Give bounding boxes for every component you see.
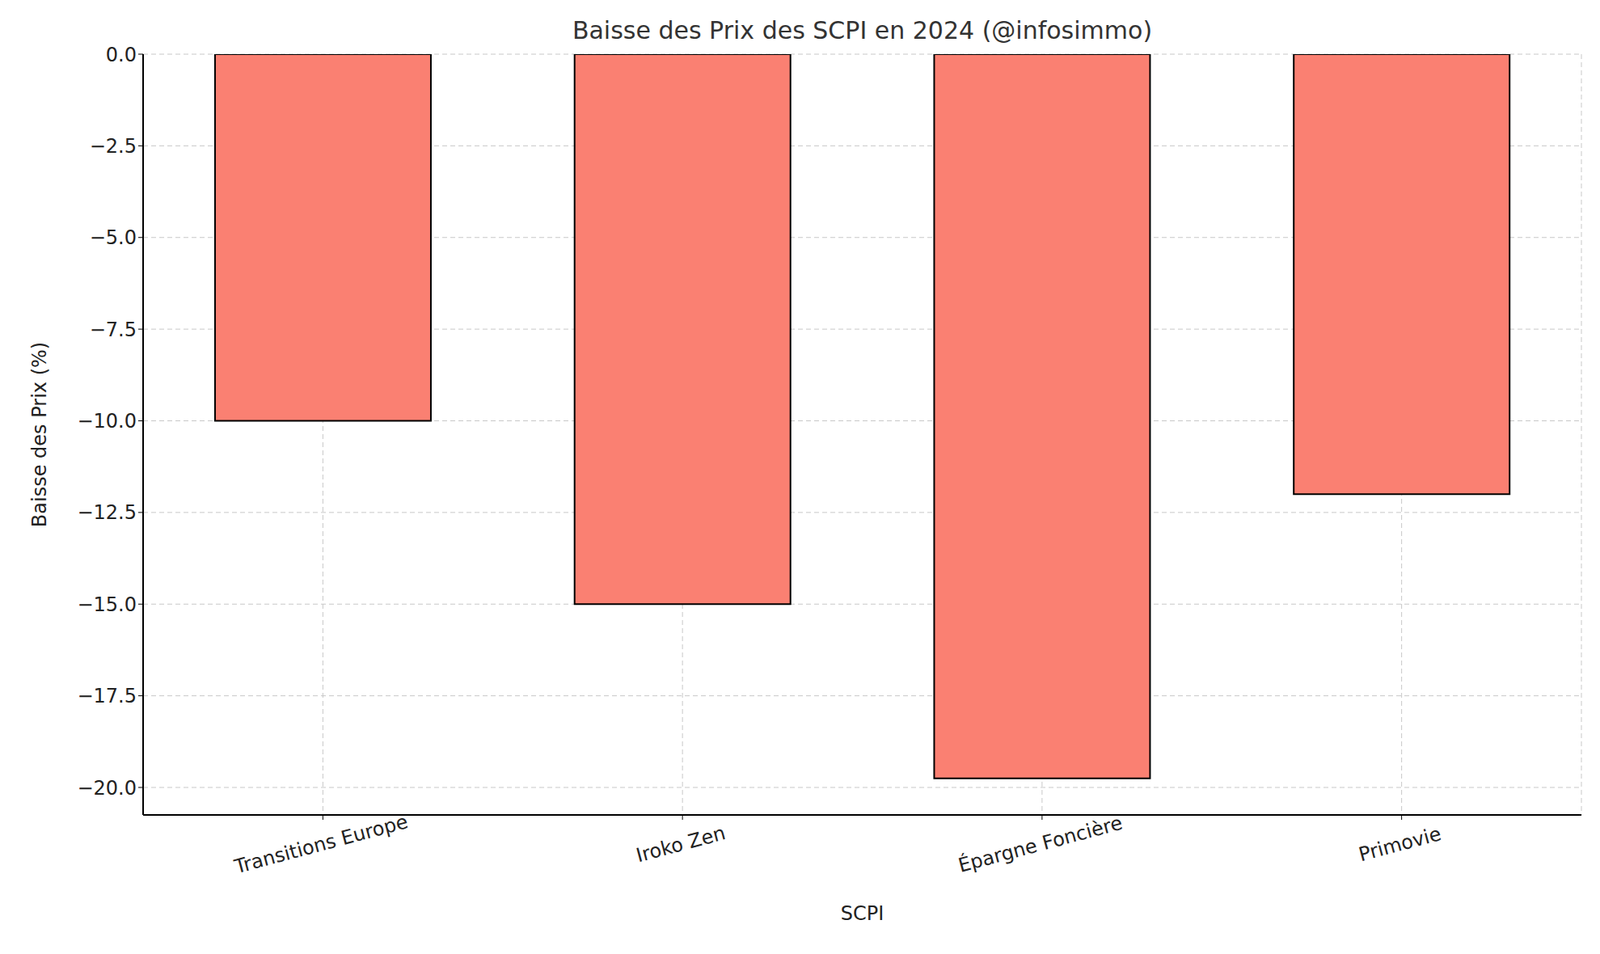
svg-text:−10.0: −10.0 [76,409,137,433]
svg-text:0.0: 0.0 [105,43,137,67]
html-text:Baisse des Prix des SCPI en 20: Baisse des Prix des SCPI en 2024 (@infos… [572,16,1153,45]
svg-text:−5.0: −5.0 [89,226,137,250]
svg-text:Transitions Europe: Transitions Europe [231,810,410,879]
svg-text:Primovie: Primovie [1356,822,1444,866]
svg-text:Iroko Zen: Iroko Zen [633,821,728,867]
svg-text:Épargne Foncière: Épargne Foncière [955,810,1125,878]
svg-text:−15.0: −15.0 [76,593,137,617]
svg-text:Baisse des Prix (%): Baisse des Prix (%) [28,341,51,528]
svg-text:−2.5: −2.5 [89,135,137,158]
svg-text:−17.5: −17.5 [76,684,137,708]
svg-text:−12.5: −12.5 [76,501,137,524]
svg-text:−7.5: −7.5 [89,318,137,342]
svg-text:SCPI: SCPI [840,902,885,925]
svg-text:−20.0: −20.0 [76,776,137,800]
